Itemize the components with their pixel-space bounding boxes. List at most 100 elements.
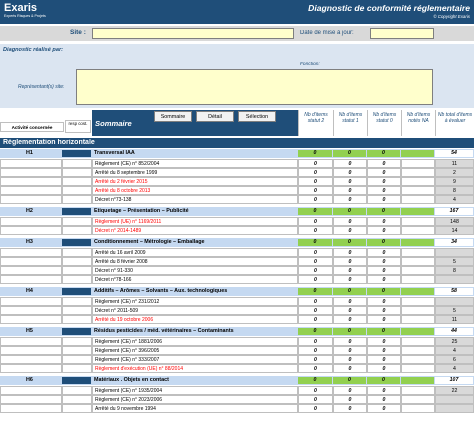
table-row[interactable]: Décret n° 2011-509 0 0 0 5 [0,306,474,315]
item-count-cell: 0 [333,186,367,195]
resp-cell[interactable] [62,346,92,355]
resp-cell[interactable] [62,315,92,324]
activite-cell[interactable] [0,168,62,177]
activite-cell[interactable] [0,248,62,257]
diagnostic-input[interactable] [76,69,433,105]
resp-cell[interactable] [62,275,92,284]
resp-cell[interactable] [62,306,92,315]
resp-cell[interactable] [62,337,92,346]
group-count-cell: 0 [333,208,366,215]
activite-cell[interactable] [0,217,62,226]
table-row[interactable]: Décret n°78-166 0 0 0 [0,275,474,284]
resp-cell[interactable] [62,266,92,275]
resp-cell[interactable] [62,186,92,195]
activite-cell[interactable] [0,306,62,315]
regulation-name: Arrêté du 16 avril 2009 [92,248,298,257]
regulation-name: Arrêté du 2 février 2015 [92,177,298,186]
resp-cell[interactable] [62,226,92,235]
resp-header: resp cost. [65,120,91,133]
item-count-cell: 0 [333,355,367,364]
selection-button[interactable]: Sélection [238,111,276,122]
resp-cell[interactable] [62,355,92,364]
item-total-cell: 8 [435,266,474,275]
activite-cell[interactable] [0,346,62,355]
resp-cell[interactable] [62,297,92,306]
resp-cell[interactable] [62,195,92,204]
item-count-cell [401,275,435,284]
activite-cell[interactable] [0,297,62,306]
table-row[interactable]: Règlement d'exécution (UE) n° 88/2014 0 0 0… [0,364,474,373]
group-row: H5 Résidus pesticides / méd. vétérinaires… [0,327,474,336]
table-row[interactable]: Règlement (CE) n° 231/2012 0 0 0 [0,297,474,306]
resp-cell[interactable] [62,386,92,395]
activite-cell[interactable] [0,257,62,266]
resp-cell[interactable] [62,395,92,404]
activite-cell[interactable] [0,177,62,186]
activite-cell[interactable] [0,337,62,346]
regulation-name: Arrêté du 8 septembre 1999 [92,168,298,177]
detail-button[interactable]: Détail [196,111,234,122]
resp-cell[interactable] [62,404,92,413]
table-row[interactable]: Arrêté du 8 octobre 2013 0 0 0 8 [0,186,474,195]
item-count-cell: 0 [298,395,333,404]
activite-cell[interactable] [0,275,62,284]
table-row[interactable]: Règlement (CE) n° 396/2005 0 0 0 4 [0,346,474,355]
group-code: H6 [26,377,33,383]
item-count-cell: 0 [298,364,333,373]
item-total-cell: 11 [435,159,474,168]
table-row[interactable]: Arrêté du 8 février 2008 0 0 0 5 [0,257,474,266]
date-input[interactable] [370,28,434,39]
activite-cell[interactable] [0,364,62,373]
section-title: Réglementation horizontale [3,139,95,146]
table-row[interactable]: Arrêté du 9 novembre 1994 0 0 0 [0,404,474,413]
group-row: H1 Transversal IAA 0 0 0 54 [0,149,474,158]
resp-cell[interactable] [62,248,92,257]
table-row[interactable]: Décret n° 91-330 0 0 0 8 [0,266,474,275]
activite-cell[interactable] [0,386,62,395]
item-count-cell: 0 [298,168,333,177]
regulation-name: Règlement (CE) n° 2023/2006 [92,395,298,404]
table-row[interactable]: Règlement (CE) n° 333/2007 0 0 0 6 [0,355,474,364]
group-total-cell: 54 [435,150,473,157]
item-count-cell: 0 [367,266,401,275]
activite-cell[interactable] [0,404,62,413]
resp-cell[interactable] [62,257,92,266]
table-row[interactable]: Règlement (UE) n° 1169/2011 0 0 0 148 [0,217,474,226]
resp-cell[interactable] [62,168,92,177]
site-input[interactable] [92,28,294,39]
resp-cell[interactable] [62,217,92,226]
table-row[interactable]: Arrêté du 2 février 2015 0 0 0 9 [0,177,474,186]
activite-cell[interactable] [0,395,62,404]
item-count-cell: 0 [333,177,367,186]
item-total-cell: 4 [435,364,474,373]
resp-cell[interactable] [62,177,92,186]
item-total-cell [435,275,474,284]
activite-cell[interactable] [0,159,62,168]
table-row[interactable]: Décret n°73-138 0 0 0 4 [0,195,474,204]
resp-cell[interactable] [62,364,92,373]
regulation-name: Règlement (CE) n° 231/2012 [92,297,298,306]
activite-cell[interactable] [0,355,62,364]
activite-cell[interactable] [0,266,62,275]
table-row[interactable]: Arrêté du 8 septembre 1999 0 0 0 2 [0,168,474,177]
activite-cell[interactable] [0,186,62,195]
table-row[interactable]: Règlement (CE) n° 1881/2006 0 0 0 25 [0,337,474,346]
regulation-name: Décret n° 2011-509 [92,306,298,315]
table-row[interactable]: Règlement (CE) n° 2023/2006 0 0 0 [0,395,474,404]
activite-cell[interactable] [0,195,62,204]
item-count-cell: 0 [333,226,367,235]
resp-cell[interactable] [62,159,92,168]
group-title: Etiquetage – Présentation – Publicité [94,208,189,214]
table-row[interactable]: Règlement (CE) n° 1935/2004 0 0 0 22 [0,386,474,395]
activite-cell[interactable] [0,226,62,235]
table-row[interactable]: Décret n° 2014-1489 0 0 0 14 [0,226,474,235]
table-row[interactable]: Arrêté du 19 octobre 2006 0 0 0 11 [0,315,474,324]
representant-label: Représentant(s) site: [18,84,65,90]
site-label: Site : [70,29,86,36]
item-count-cell: 0 [298,217,333,226]
table-row[interactable]: Règlement (CE) n° 852/2004 0 0 0 11 [0,159,474,168]
sommaire-button[interactable]: Sommaire [154,111,192,122]
activite-cell[interactable] [0,315,62,324]
group-color-block [62,150,91,157]
table-row[interactable]: Arrêté du 16 avril 2009 0 0 0 [0,248,474,257]
